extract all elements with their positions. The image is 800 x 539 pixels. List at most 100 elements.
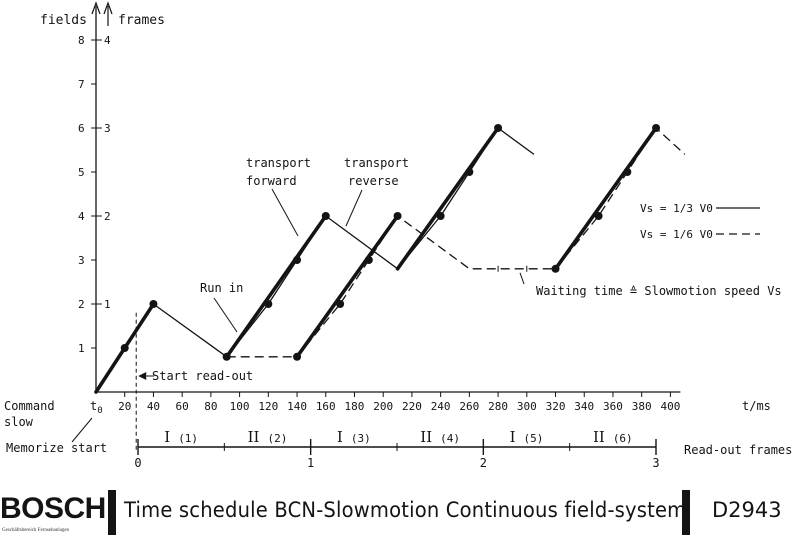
readout-field-3: I (3) (337, 428, 371, 446)
divider-bar-left (108, 490, 116, 535)
y-tick-label-frames-4: 4 (104, 34, 111, 47)
readout-field-roman-1: I (164, 428, 170, 446)
y-tick-label-fields-8: 8 (78, 34, 85, 47)
x-tick-label-60: 60 (176, 400, 189, 413)
readout-field-roman-3: I (337, 428, 343, 446)
point-solid-6 (321, 212, 330, 220)
memorize-start-leader (71, 417, 93, 443)
readout-field-5: I (5) (510, 428, 544, 446)
y-tick-label-fields-6: 6 (78, 122, 85, 135)
readout-scale-label-0: 0 (134, 456, 141, 470)
run-in-label: Run in (200, 281, 243, 295)
x-tick-label-280: 280 (488, 400, 508, 413)
readout-field-num-4: (4) (440, 432, 460, 445)
bosch-logo: BOSCH Geschäftsbereich Fernsehanlagen (0, 488, 112, 539)
y-tick-label-fields-7: 7 (78, 78, 85, 91)
x-tick-label-180: 180 (345, 400, 365, 413)
y-tick-label-frames-3: 3 (104, 122, 111, 135)
tick-marks: 1 2 3 4 5 6 7 8 1 2 3 4 20 40 60 80 100 120 140 160 180 200 22… (78, 34, 680, 413)
readout-frames-label: Read-out frames (684, 443, 792, 457)
readout-scale-label-2: 2 (480, 456, 487, 470)
x-tick-label-140: 140 (287, 400, 307, 413)
y-axis-fields-arrow (91, 1, 101, 15)
logo-text: BOSCH (0, 492, 106, 525)
point-solid-1 (120, 344, 129, 352)
point-solid-4 (264, 300, 273, 308)
readout-scale-label-1: 1 (307, 456, 314, 470)
readout-segment-2 (224, 214, 328, 359)
x-tick-label-240: 240 (431, 400, 451, 413)
x-origin-sub: 0 (97, 406, 102, 416)
transport-reverse-label-1: transport (344, 156, 409, 170)
start-readout-arrow (138, 372, 147, 380)
annotations: transport forward transport reverse Run in St… (4, 156, 782, 455)
point-solid-5 (293, 256, 302, 264)
x-origin-label: t0 (90, 399, 103, 416)
y-axis-label-frames: frames (118, 13, 165, 28)
x-tick-label-360: 360 (603, 400, 623, 413)
x-axis-label: t/ms (742, 399, 771, 413)
readout-field-1: I (1) (164, 428, 198, 446)
readout-field-roman-4: II (420, 428, 432, 446)
x-tick-label-20: 20 (118, 400, 131, 413)
document-title: Time schedule BCN-Slowmotion Continuous … (124, 498, 687, 522)
legend: Vs = 1/3 V0 Vs = 1/6 V0 (640, 202, 760, 241)
x-tick-label-260: 260 (459, 400, 479, 413)
x-origin-t: t (90, 399, 97, 413)
readout-field-num-2: (2) (267, 432, 287, 445)
footer: BOSCH Geschäftsbereich Fernsehanlagen Ti… (0, 488, 800, 539)
y-tick-label-frames-1: 1 (104, 298, 111, 311)
waiting-time-leader (519, 272, 525, 285)
transport-forward-label-1: transport (246, 156, 311, 170)
transport-reverse-label-2: reverse (348, 174, 399, 188)
y-tick-label-fields-3: 3 (78, 254, 85, 267)
readout-field-2: II (2) (248, 428, 288, 446)
readout-field-num-3: (3) (351, 432, 371, 445)
x-tick-label-300: 300 (517, 400, 537, 413)
memorize-start-label: Memorize start (6, 441, 107, 455)
readout-field-6: II (6) (593, 428, 633, 446)
legend-label-dashed: Vs = 1/6 V0 (640, 228, 713, 241)
readout-field-4: II (4) (420, 428, 460, 446)
x-tick-label-120: 120 (258, 400, 278, 413)
readout-field-num-1: (1) (178, 432, 198, 445)
readout-frames-scale: 0 1 2 3 I (1) II (2) I (3) II (4) I (5) II (6) Read-out … (134, 428, 792, 470)
point-dashed-2 (336, 300, 345, 308)
x-tick-label-100: 100 (230, 400, 250, 413)
y-tick-label-fields-1: 1 (78, 342, 85, 355)
readout-segment-5 (553, 126, 658, 271)
point-dashed-7 (623, 168, 632, 176)
readout-field-roman-2: II (248, 428, 260, 446)
point-dashed-8 (652, 124, 661, 132)
point-solid-8 (465, 168, 474, 176)
readout-field-roman-6: II (593, 428, 605, 446)
point-solid-2 (149, 300, 158, 308)
run-in-leader (213, 297, 238, 333)
readout-field-num-5: (5) (524, 432, 544, 445)
point-solid-9 (494, 124, 503, 132)
point-dashed-3 (364, 256, 373, 264)
transport-forward-leader (271, 188, 299, 237)
x-tick-label-400: 400 (660, 400, 680, 413)
series-dashed-line (226, 127, 686, 358)
x-tick-label-320: 320 (546, 400, 566, 413)
x-tick-label-40: 40 (147, 400, 160, 413)
y-tick-label-fields-2: 2 (78, 298, 85, 311)
x-tick-label-380: 380 (632, 400, 652, 413)
point-dashed-4 (393, 212, 402, 220)
y-axis-frames-arrow (103, 1, 113, 15)
transport-forward-label-2: forward (246, 174, 297, 188)
readout-field-roman-5: I (510, 428, 516, 446)
y-axis-label-fields: fields (40, 13, 87, 28)
x-tick-label-200: 200 (373, 400, 393, 413)
command-slow-label-1: Command (4, 399, 55, 413)
logo-subtext: Geschäftsbereich Fernsehanlagen (2, 528, 70, 533)
readout-segment-3 (395, 126, 500, 271)
x-tick-label-160: 160 (316, 400, 336, 413)
waiting-time-label: Waiting time ≙ Slowmotion speed Vs (536, 284, 782, 298)
transport-reverse-leader (345, 189, 363, 227)
x-tick-label-220: 220 (402, 400, 422, 413)
readout-field-num-6: (6) (613, 432, 633, 445)
axes: fields frames t/ms t0 (40, 1, 771, 416)
